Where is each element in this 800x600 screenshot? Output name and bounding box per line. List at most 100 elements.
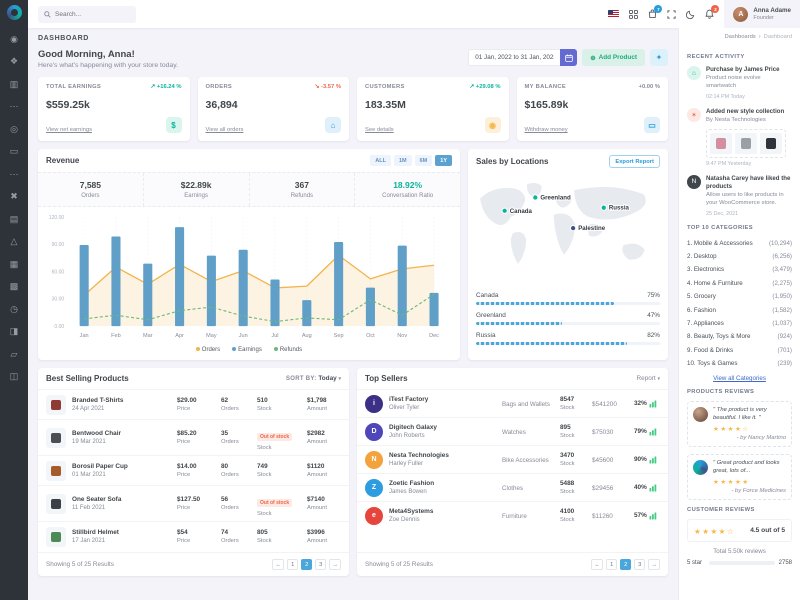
best-selling-pagination: ← 1 2 3 → [272,559,341,571]
dark-mode-button[interactable] [686,10,695,19]
pager-prev[interactable]: ← [591,559,604,571]
category-row[interactable]: 6. Fashion (1,582) [687,306,792,314]
range-button-1m[interactable]: 1M [393,155,412,166]
out-of-stock-badge: Out of stock [257,432,293,441]
seller-row[interactable]: e Meta4Systems Zoe Dennis Furniture 4100 S… [357,501,668,529]
pages-icon[interactable]: ⋯ [9,101,19,112]
category-row[interactable]: 4. Home & Furniture (2,275) [687,279,792,287]
logout-icon[interactable]: ◫ [9,371,19,382]
map-marker-canada[interactable]: Canada [501,207,534,216]
range-button-6m[interactable]: 6M [414,155,433,166]
legend-item-orders[interactable]: Orders [195,347,220,353]
review-stars: ★★★★★ [713,479,750,487]
category-row[interactable]: 2. Desktop (6,256) [687,253,792,261]
category-row[interactable]: 7. Appliances (1,037) [687,319,792,327]
best-selling-products-card: Best Selling Products SORT BY: Today ▾ B… [38,368,349,577]
account-icon[interactable]: ◎ [10,123,18,134]
range-button-all[interactable]: ALL [370,155,391,166]
apps-grid-button[interactable] [629,9,639,19]
seller-row[interactable]: D Digitech Galaxy John Roberts Watches 89… [357,417,668,445]
calendar-button[interactable] [560,49,578,66]
pager-page-2[interactable]: 2 [620,559,632,571]
product-image [46,394,66,415]
more-icon[interactable]: ⋯ [9,168,19,179]
activity-item[interactable]: N Natasha Carey have liked the products … [687,174,792,217]
user-menu[interactable]: A Anna Adame Founder [724,0,800,28]
forms-icon[interactable]: ◨ [9,326,19,337]
shortcut-button[interactable]: ✦ [650,49,668,66]
view-all-categories-link[interactable]: View all Categories [713,375,766,383]
product-row[interactable]: Branded T-Shirts 24 Apr 2021 $29.00 Price … [38,389,349,419]
activity-item[interactable]: ⌂ Purchase by James Price Product noise … [687,66,792,100]
stat-link[interactable]: See details [365,127,394,133]
search-box[interactable] [38,5,136,23]
category-row[interactable]: 8. Beauty, Toys & More (924) [687,333,792,341]
add-product-button[interactable]: ⊕ Add Product [582,49,645,66]
legend-item-refunds[interactable]: Refunds [273,347,302,353]
category-row[interactable]: 10. Toys & Games (239) [687,360,792,368]
map-marker-greenland[interactable]: Greenland [532,193,572,203]
pager-page-3[interactable]: 3 [634,559,646,571]
svg-text:Jul: Jul [271,333,278,339]
labs-icon[interactable]: △ [10,236,18,247]
product-image [46,493,66,514]
date-range-input[interactable] [468,49,561,66]
layouts-icon[interactable]: ▥ [9,78,19,89]
pager-prev[interactable]: ← [272,559,285,571]
seller-row[interactable]: Z Zoetic Fashion James Bowen Clothes 5488… [357,473,668,501]
pager-page-1[interactable]: 1 [606,559,618,571]
stat-link[interactable]: Withdraw money [524,127,568,133]
breadcrumb-parent[interactable]: Dashboards [724,34,756,40]
apps-icon[interactable]: ❖ [9,56,19,67]
pager-page-3[interactable]: 3 [315,559,327,571]
widgets-icon[interactable]: ✖ [10,191,18,202]
activity-item[interactable]: ✶ Added new style collection By Nesta Te… [687,107,792,167]
product-row[interactable]: Bentwood Chair 19 Mar 2021 $85.20 Price 35… [38,419,349,455]
search-input[interactable] [55,10,127,18]
stat-link[interactable]: View net earnings [46,127,92,133]
pager-page-2[interactable]: 2 [301,559,313,571]
fullscreen-button[interactable] [667,9,677,19]
sort-by-dropdown[interactable]: SORT BY: Today ▾ [285,375,341,383]
category-row[interactable]: 9. Food & Drinks (701) [687,346,792,354]
location-progress-russia: Russia 82% [476,332,660,346]
report-dropdown[interactable]: Report ▾ [636,375,660,383]
svg-text:Feb: Feb [111,333,121,339]
pager-page-1[interactable]: 1 [287,559,299,571]
pager-next[interactable]: → [648,559,660,571]
customer-reviews-heading: CUSTOMER REVIEWS [687,507,755,514]
landing-icon[interactable]: ▭ [9,146,19,157]
tables-icon[interactable]: ▩ [9,281,19,292]
seller-row[interactable]: i iTest Factory Oliver Tyler Bags and Wal… [357,389,668,417]
notifications-button[interactable]: 3 [705,5,720,19]
stat-value: 183.35M [365,99,406,111]
product-row[interactable]: Borosil Paper Cup 01 Mar 2021 $14.00 Price… [38,455,349,485]
svg-text:Sep: Sep [334,333,344,339]
moon-icon [686,10,695,19]
history-icon[interactable]: ◷ [10,303,18,314]
user-name: Anna Adame [753,7,791,14]
five-star-row: 5 star 2758 [687,560,792,566]
product-row[interactable]: Stillbird Helmet 17 Jan 2021 $54 Price 74 O… [38,521,349,551]
projects-icon[interactable]: ▤ [9,213,19,224]
category-row[interactable]: 5. Grocery (1,950) [687,293,792,301]
maps-icon[interactable]: ▱ [10,348,18,359]
range-button-1y[interactable]: 1Y [435,155,452,166]
category-row[interactable]: 1. Mobile & Accessories (10,294) [687,239,792,247]
seller-row[interactable]: N Nesta Technologies Harley Fuller Bike A… [357,445,668,473]
language-flag-button[interactable] [608,10,620,18]
world-map[interactable]: Greenland Canada Russia Palestine [474,176,662,276]
map-marker-russia[interactable]: Russia [600,204,631,213]
legend-item-earnings[interactable]: Earnings [232,347,262,353]
category-row[interactable]: 3. Electronics (3,479) [687,266,792,274]
cart-button[interactable]: 7 [648,5,663,19]
finance-icon[interactable]: ▦ [9,258,19,269]
product-row[interactable]: One Seater Sofa 11 Feb 2021 $127.50 Price … [38,485,349,521]
pager-next[interactable]: → [329,559,341,571]
map-marker-palestine[interactable]: Palestine [569,224,607,233]
app-logo[interactable] [6,5,22,20]
dashboards-icon[interactable]: ◉ [10,33,18,44]
export-report-button[interactable]: Export Report [609,155,660,168]
stat-link[interactable]: View all orders [205,127,244,133]
total-reviews-text: Total 5.50k reviews [713,548,766,556]
